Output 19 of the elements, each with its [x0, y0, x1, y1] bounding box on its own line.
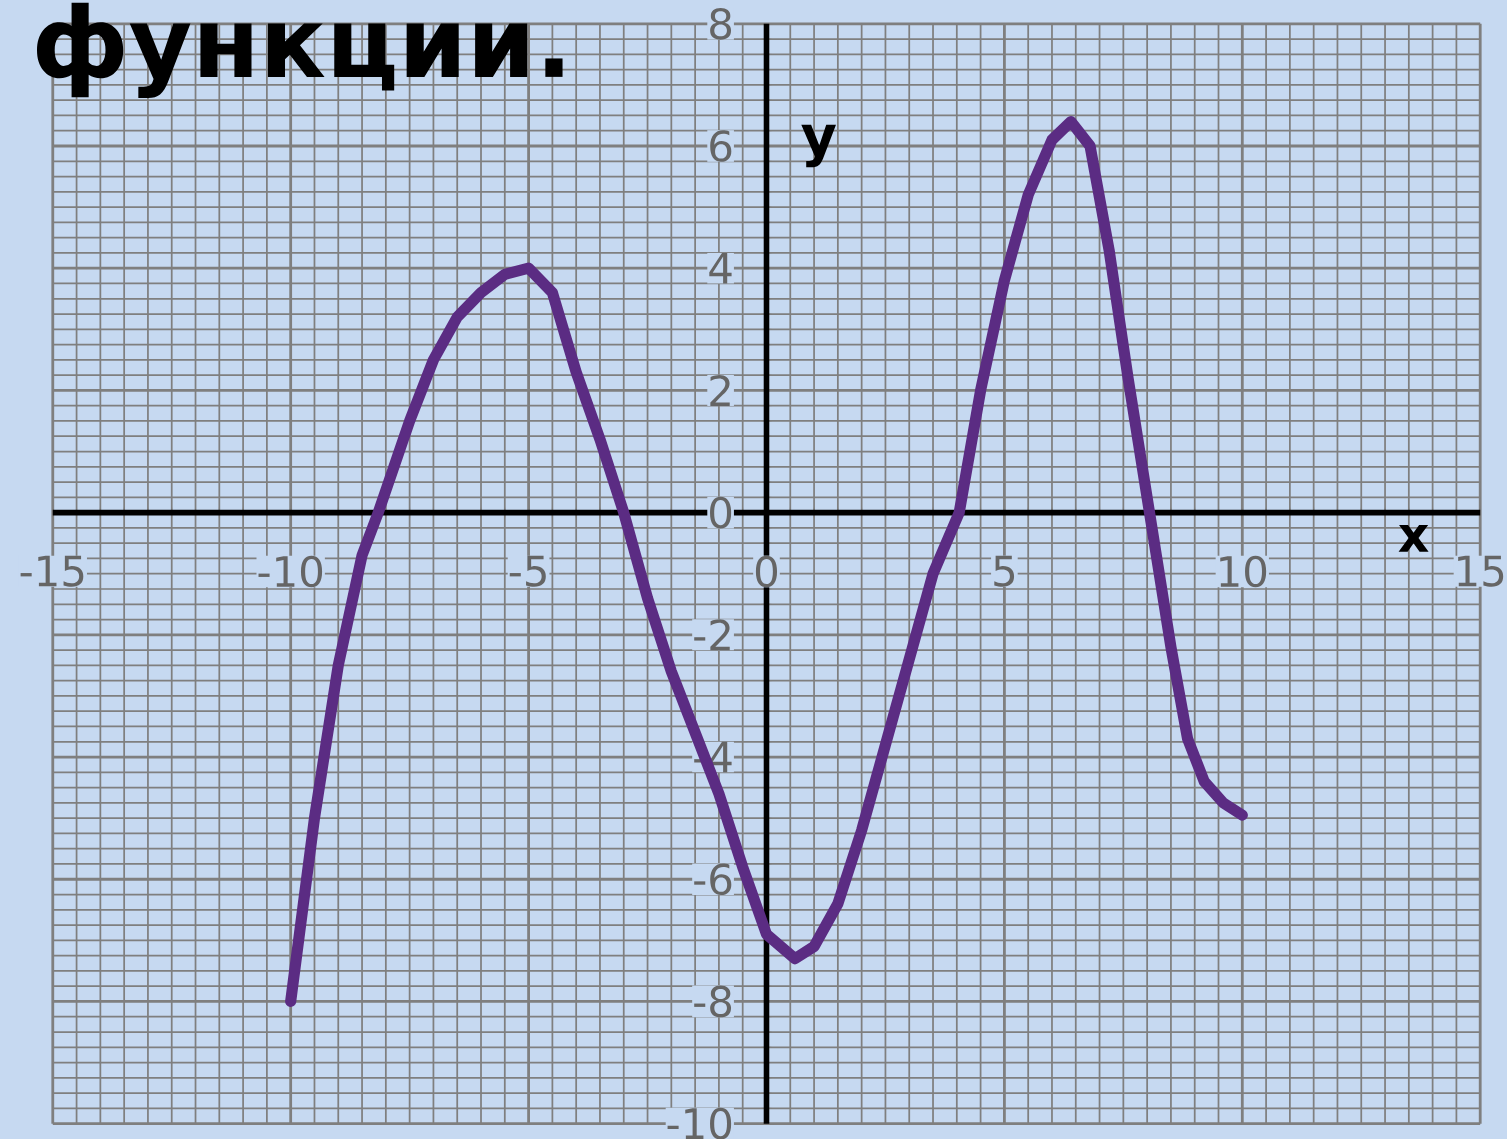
y-tick-label: -8 [694, 985, 732, 1018]
chart-title: функции. [37, 2, 563, 98]
x-tick-label: 5 [994, 555, 1015, 587]
y-tick-label: 2 [710, 374, 730, 406]
x-tick-label: -5 [509, 555, 546, 587]
x-tick-label: 10 [1220, 555, 1267, 588]
y-tick-label: -2 [694, 619, 730, 651]
x-tick-label: 15 [1458, 555, 1504, 587]
x-tick-label: -15 [20, 555, 84, 587]
y-tick-label: 0 [710, 496, 732, 529]
y-axis-title: y [801, 124, 836, 168]
y-tick-label: -10 [667, 1107, 732, 1139]
x-tick-label: -10 [258, 555, 323, 588]
y-tick-label: 8 [710, 7, 732, 40]
y-tick-label: -6 [694, 863, 732, 895]
y-tick-label: 4 [709, 252, 732, 284]
x-tick-label: 0 [755, 555, 778, 588]
y-tick-label: 6 [710, 129, 732, 162]
x-axis-title: x [1398, 524, 1429, 552]
